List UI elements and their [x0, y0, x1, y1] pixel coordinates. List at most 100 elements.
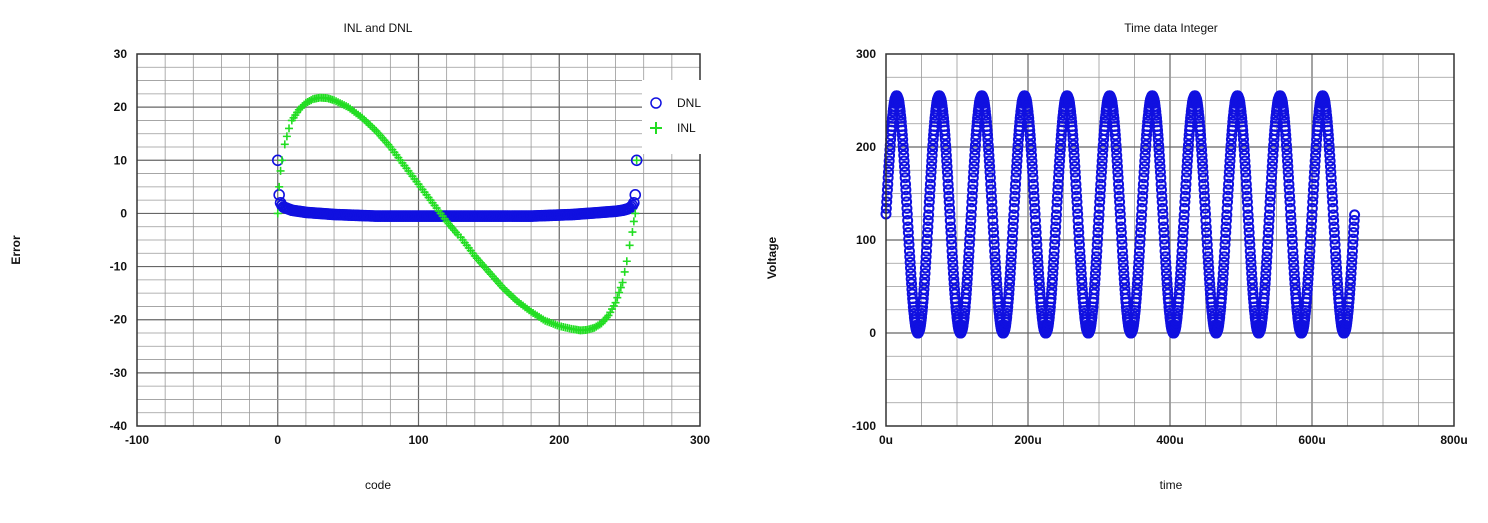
time-sample-point — [982, 129, 994, 141]
time-sample-point — [1239, 149, 1251, 161]
time-sample-point — [1265, 184, 1277, 196]
time-sample-point — [1198, 190, 1210, 202]
inl-point — [625, 241, 634, 250]
time-sample-point — [1308, 166, 1320, 178]
time-sample-point — [1097, 144, 1109, 156]
time-sample-point — [1176, 239, 1188, 251]
time-sample-point — [945, 227, 957, 239]
time-sample-point — [1329, 239, 1341, 251]
time-sample-point — [1095, 166, 1107, 178]
time-sample-point — [1094, 190, 1106, 202]
time-sample-point — [1326, 178, 1338, 190]
time-sample-point — [1201, 233, 1213, 245]
time-sample-point — [1243, 227, 1255, 239]
time-sample-point — [1022, 106, 1034, 118]
time-sample-point — [922, 214, 934, 226]
time-sample-point — [1201, 239, 1213, 251]
time-sample-point — [1181, 166, 1193, 178]
time-sample-point — [1159, 245, 1171, 257]
time-sample-point — [882, 178, 894, 190]
inl-point — [611, 298, 620, 307]
time-sample-point — [1158, 233, 1170, 245]
time-sample-point — [898, 149, 910, 161]
time-sample-point — [1117, 251, 1129, 263]
time-sample-point — [881, 190, 893, 202]
time-sample-point — [1028, 196, 1040, 208]
time-sample-point — [1203, 262, 1215, 274]
time-sample-point — [1092, 233, 1104, 245]
y-tick-label: 300 — [856, 47, 876, 61]
time-sample-point — [1197, 161, 1209, 173]
inl-point — [285, 124, 294, 133]
time-sample-point — [1177, 227, 1189, 239]
time-data-chart: Time data Integer time Voltage 0u 200u 400… — [765, 21, 1468, 492]
time-sample-point — [1116, 233, 1128, 245]
time-sample-point — [1053, 166, 1065, 178]
time-sample-point — [947, 267, 959, 279]
time-sample-point — [1091, 251, 1103, 263]
time-sample-point — [1327, 202, 1339, 214]
time-sample-point — [1263, 214, 1275, 226]
time-sample-point — [1152, 134, 1164, 146]
time-sample-point — [1005, 262, 1017, 274]
x-tick-label: 0 — [274, 433, 281, 447]
time-sample-point — [1218, 256, 1230, 268]
time-sample-point — [1220, 221, 1232, 233]
time-sample-point — [1160, 267, 1172, 279]
time-sample-point — [1196, 149, 1208, 161]
inl-point — [280, 140, 289, 149]
y-tick-label: -10 — [110, 260, 128, 274]
time-sample-point — [1344, 283, 1356, 295]
y-axis-label: Error — [9, 235, 23, 265]
time-sample-point — [923, 196, 935, 208]
time-sample-point — [1282, 161, 1294, 173]
time-sample-point — [1175, 262, 1187, 274]
time-sample-point — [1046, 278, 1058, 290]
time-sample-point — [881, 184, 893, 196]
time-sample-point — [884, 149, 896, 161]
x-tick-label: 300 — [690, 433, 710, 447]
tick-labels: 0u 200u 400u 600u 800u -100 0 100 200 300 — [852, 47, 1468, 447]
time-sample-point — [986, 196, 998, 208]
time-sample-point — [1024, 134, 1036, 146]
time-sample-point — [1177, 221, 1189, 233]
time-sample-point — [1178, 209, 1190, 221]
time-sample-point — [1324, 161, 1336, 173]
time-sample-point — [1011, 149, 1023, 161]
time-sample-point — [1238, 139, 1250, 151]
time-sample-point — [903, 233, 915, 245]
time-sample-point — [1181, 161, 1193, 173]
time-sample-point — [1219, 245, 1231, 257]
time-sample-point — [1260, 273, 1271, 285]
time-sample-point — [883, 155, 895, 167]
time-sample-point — [1072, 208, 1084, 220]
time-sample-point — [963, 251, 975, 263]
time-sample-point — [1139, 149, 1151, 161]
time-sample-point — [1282, 155, 1293, 167]
time-sample-point — [918, 283, 930, 295]
time-sample-point — [1089, 267, 1101, 279]
time-sample-point — [1238, 144, 1250, 156]
time-sample-point — [1224, 161, 1236, 173]
time-sample-point — [947, 262, 959, 274]
time-sample-point — [1263, 221, 1275, 233]
time-sample-point — [1047, 262, 1059, 274]
time-sample-point — [1262, 233, 1274, 245]
time-sample-point — [1180, 184, 1192, 196]
time-sample-point — [1280, 134, 1292, 146]
time-sample-point — [1008, 209, 1020, 221]
time-sample-point — [1285, 209, 1297, 221]
time-sample-point — [1131, 278, 1143, 290]
time-sample-point — [1047, 267, 1059, 279]
time-sample-point — [1134, 239, 1146, 251]
time-sample-point — [1240, 166, 1252, 178]
time-sample-point — [986, 202, 998, 214]
time-sample-point — [1136, 196, 1148, 208]
time-sample-point — [1286, 227, 1298, 239]
time-sample-point — [1195, 129, 1207, 141]
time-sample-point — [1160, 262, 1172, 274]
time-sample-point — [1246, 267, 1258, 279]
time-sample-point — [1174, 278, 1186, 290]
time-sample-point — [1246, 278, 1258, 290]
time-sample-point — [1050, 214, 1062, 226]
